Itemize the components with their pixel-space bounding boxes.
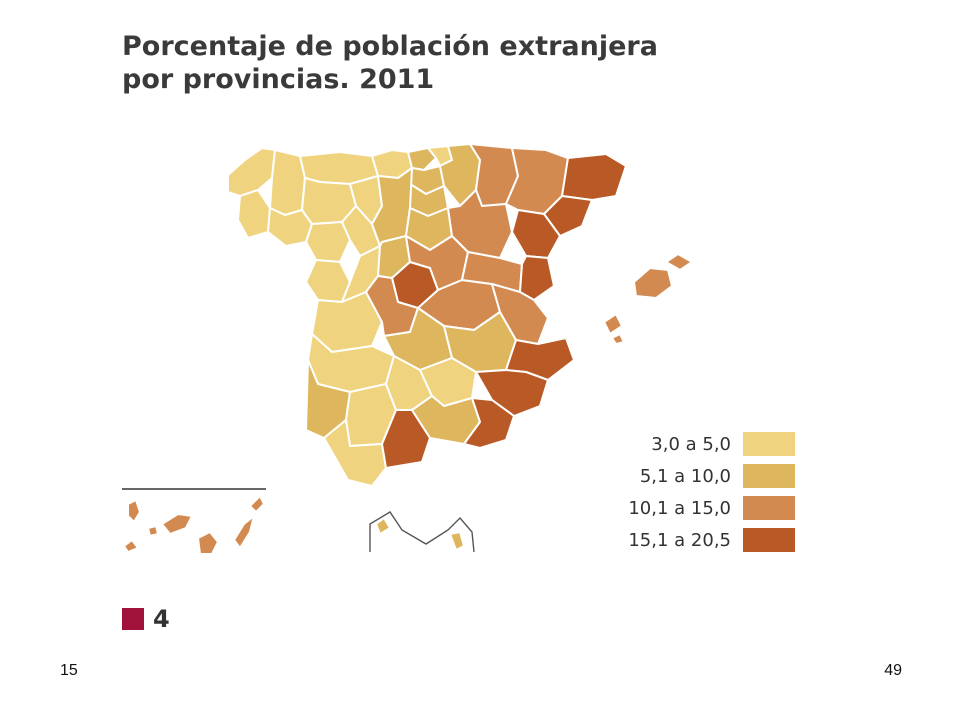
province-barcelona	[543, 195, 593, 237]
slide-number-right: 49	[884, 662, 902, 679]
province-almeria	[463, 397, 515, 449]
legend-swatch	[743, 496, 795, 520]
source-number: 4	[153, 605, 170, 633]
province-pontevedra	[237, 189, 271, 239]
map-title: Porcentaje de población extranjera por p…	[122, 30, 722, 96]
city-ceuta	[375, 517, 391, 535]
island-la-gomera	[147, 525, 159, 537]
legend-label: 3,0 a 5,0	[651, 433, 731, 455]
city-melilla	[449, 531, 465, 551]
source-square-icon	[122, 608, 144, 630]
island-ibiza	[603, 313, 623, 335]
island-fuerteventura	[233, 515, 255, 549]
island-mallorca	[633, 267, 673, 299]
map-title-line-1: Porcentaje de población extranjera	[122, 31, 658, 62]
legend-swatch	[743, 528, 795, 552]
province-zaragoza	[447, 189, 513, 259]
ceuta-melilla-inset-outline	[369, 511, 475, 553]
map-title-line-2: por provincias. 2011	[122, 64, 435, 95]
province-salamanca	[305, 259, 351, 303]
legend-item: 5,1 a 10,0	[600, 464, 795, 488]
island-formentera	[611, 333, 625, 345]
island-gran-canaria	[197, 531, 219, 555]
legend-label: 5,1 a 10,0	[639, 465, 731, 487]
province-a-coruna	[227, 147, 276, 197]
province-castellon	[519, 255, 555, 301]
province-lugo	[269, 149, 306, 216]
island-tenerife	[161, 513, 193, 535]
legend-label: 15,1 a 20,5	[628, 529, 731, 551]
island-la-palma	[127, 499, 141, 523]
legend-item: 3,0 a 5,0	[600, 432, 795, 456]
province-girona	[561, 153, 627, 201]
legend-item: 15,1 a 20,5	[600, 528, 795, 552]
legend-item: 10,1 a 15,0	[600, 496, 795, 520]
source-marker: 4	[122, 605, 170, 633]
legend-label: 10,1 a 15,0	[628, 497, 731, 519]
province-zamora	[305, 221, 351, 263]
island-el-hierro	[123, 539, 139, 553]
island-menorca	[665, 253, 693, 271]
slide-number-left: 15	[60, 662, 78, 679]
legend-swatch	[743, 432, 795, 456]
legend-swatch	[743, 464, 795, 488]
island-lanzarote	[249, 495, 265, 513]
map-legend: 3,0 a 5,0 5,1 a 10,0 10,1 a 15,0 15,1 a …	[600, 432, 795, 560]
province-bizkaia	[407, 147, 437, 171]
